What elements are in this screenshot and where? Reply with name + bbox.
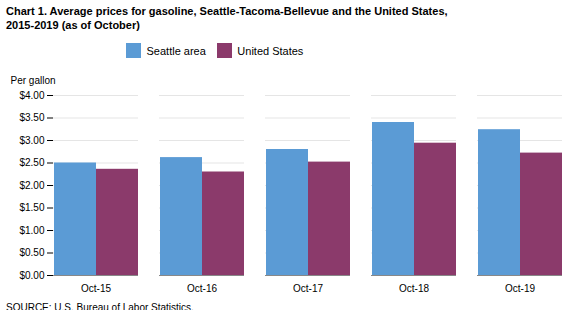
svg-text:Oct-17: Oct-17 xyxy=(293,282,323,293)
svg-text:$1.50: $1.50 xyxy=(19,202,44,213)
svg-text:Oct-16: Oct-16 xyxy=(187,282,217,293)
html-text:Seattle area: Seattle area xyxy=(146,44,206,57)
svg-text:Oct-15: Oct-15 xyxy=(81,282,111,293)
svg-text:$3.00: $3.00 xyxy=(19,134,44,145)
svg-text:Oct-19: Oct-19 xyxy=(505,282,535,293)
svg-text:$2.50: $2.50 xyxy=(19,157,44,168)
html-text:United States: United States xyxy=(237,44,304,57)
svg-text:Per gallon: Per gallon xyxy=(11,74,56,85)
svg-text:$3.50: $3.50 xyxy=(19,112,44,123)
svg-text:$2.00: $2.00 xyxy=(19,179,44,190)
svg-text:$1.00: $1.00 xyxy=(19,224,44,235)
svg-text:$0.50: $0.50 xyxy=(19,247,44,258)
svg-text:$0.00: $0.00 xyxy=(19,269,44,280)
html-text:Chart 1. Average prices for ga: Chart 1. Average prices for gasoline, Se… xyxy=(6,5,448,31)
svg-text:$4.00: $4.00 xyxy=(19,89,44,100)
svg-text:Oct-18: Oct-18 xyxy=(399,282,429,293)
